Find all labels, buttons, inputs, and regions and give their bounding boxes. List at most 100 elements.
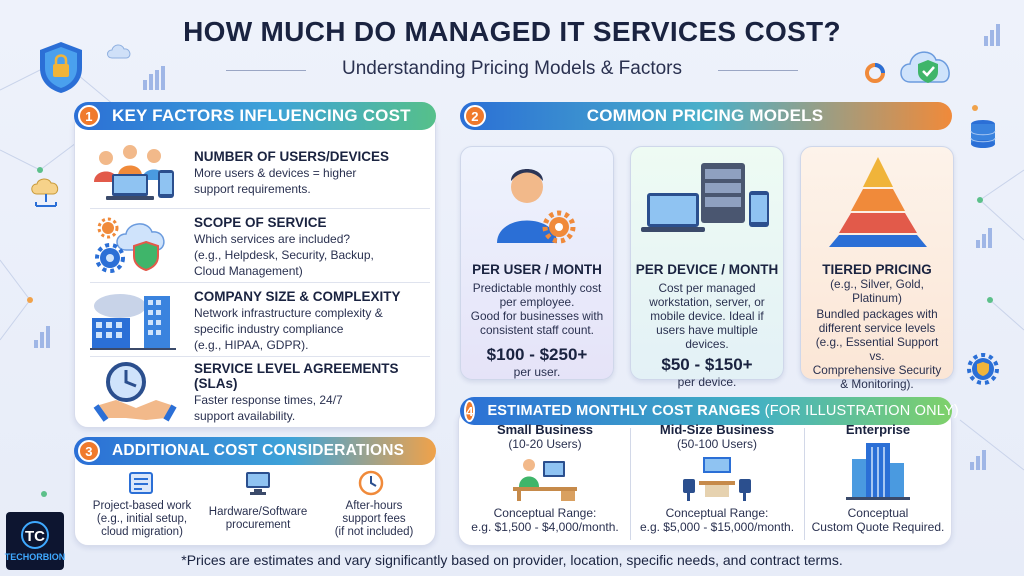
cost-ranges-banner: 4 ESTIMATED MONTHLY COST RANGES (FOR ILL… — [460, 397, 959, 425]
item-line: (if not included) — [334, 526, 414, 538]
project-checklist-icon — [129, 472, 153, 494]
divider — [90, 208, 430, 209]
factor-desc: Cloud Management) — [194, 263, 303, 278]
pyramid-tiers-icon — [829, 157, 927, 247]
card-desc: (e.g., Essential Support vs. — [815, 335, 939, 363]
section-title: KEY FACTORS INFLUENCING COST — [112, 106, 411, 125]
enterprise-skyscraper-icon — [846, 443, 910, 500]
card-desc: Cost per managed — [658, 281, 756, 295]
divider — [90, 282, 430, 283]
subtitle-rule-left — [226, 70, 306, 71]
range-label: Conceptual — [847, 506, 909, 520]
factor-desc: support requirements. — [194, 181, 311, 196]
card-desc: (e.g., Silver, Gold, Platinum) — [830, 277, 924, 305]
users-devices-icon — [94, 145, 174, 200]
card-price: $50 - $150+ — [661, 355, 753, 374]
card-desc: Good for businesses with — [470, 309, 604, 323]
item-line: procurement — [225, 519, 291, 531]
factor-desc: Which services are included? — [194, 231, 351, 246]
svg-text:TC: TC — [25, 528, 45, 545]
shield-lock-icon — [40, 42, 82, 93]
section-title: ADDITIONAL COST CONSIDERATIONS — [112, 442, 405, 459]
card-desc: Bundled packages with — [816, 307, 938, 321]
card-heading: PER DEVICE / MONTH — [635, 262, 779, 277]
range-label: Conceptual Range: — [665, 506, 769, 520]
card-desc: Predictable monthly cost — [472, 281, 602, 295]
factor-desc: specific industry compliance — [194, 321, 344, 336]
cloud-network-icon — [31, 178, 59, 207]
range-label: Conceptual Range: — [493, 506, 597, 520]
factor-desc: (e.g., Helpdesk, Security, Backup, — [194, 247, 374, 262]
factor-desc: Network infrastructure complexity & — [194, 305, 383, 320]
card-desc: workstation, server, or — [649, 295, 765, 309]
factor-row-company: COMPANY SIZE & COMPLEXITY Network infras… — [86, 284, 432, 356]
range-small-business: Small Business (10-20 Users) Conceptual … — [462, 422, 628, 544]
factor-heading: SERVICE LEVEL AGREEMENTS (SLAs) — [194, 361, 399, 391]
range-subtitle: (50-100 Users) — [676, 437, 758, 451]
factor-heading: COMPANY SIZE & COMPLEXITY — [194, 288, 401, 304]
section-title-note: (FOR ILLUSTRATION ONLY) — [760, 403, 959, 419]
additional-item-after-hours: After-hours support fees (if not include… — [318, 500, 430, 539]
range-title: Mid-Size Business — [659, 422, 775, 437]
section-title: COMMON PRICING MODELS — [586, 106, 824, 125]
cloud-icon — [107, 44, 131, 59]
card-desc: users have multiple — [656, 323, 758, 337]
after-hours-clock-icon — [358, 470, 384, 496]
card-desc: per employee. — [499, 295, 575, 309]
logo-mark: TC — [21, 521, 49, 549]
card-price-unit: per user. — [513, 365, 561, 379]
mid-office-meeting-icon — [683, 457, 751, 501]
clock-handshake-icon — [93, 362, 177, 422]
range-value: Custom Quote Required. — [811, 520, 945, 534]
section-number: 3 — [78, 440, 100, 462]
item-line: Project-based work — [92, 500, 192, 512]
range-title: Enterprise — [845, 422, 911, 437]
divider — [90, 356, 430, 357]
scope-gear-cloud-icon — [95, 217, 165, 273]
section-number: 2 — [464, 105, 486, 127]
donut-chart-icon — [865, 63, 885, 83]
range-subtitle: (10-20 Users) — [508, 437, 582, 451]
additional-item-hardware: Hardware/Software procurement — [202, 506, 314, 532]
pricing-models-banner: 2 COMMON PRICING MODELS — [460, 102, 952, 130]
card-desc: consistent staff count. — [480, 323, 594, 337]
factor-desc: More users & devices = higher — [194, 165, 357, 180]
gear-shield-icon — [967, 353, 999, 385]
item-line: After-hours — [345, 500, 403, 512]
item-line: support fees — [342, 513, 406, 525]
section-title: ESTIMATED MONTHLY COST RANGES — [487, 403, 761, 419]
factor-desc: (e.g., HIPAA, GDPR). — [194, 337, 309, 352]
range-title: Small Business — [496, 422, 594, 437]
card-heading: TIERED PRICING — [822, 262, 932, 277]
additional-item-project: Project-based work (e.g., initial setup,… — [84, 500, 200, 539]
factor-heading: NUMBER OF USERS/DEVICES — [194, 148, 390, 164]
card-heading: PER USER / MONTH — [472, 262, 602, 277]
subtitle-rule-right — [718, 70, 798, 71]
card-price-unit: per device. — [677, 375, 737, 389]
range-value: e.g. $5,000 - $15,000/month. — [639, 520, 795, 534]
user-gear-icon — [497, 169, 576, 244]
key-factors-banner: 1 KEY FACTORS INFLUENCING COST — [74, 102, 436, 130]
company-logo: TC TECHORBION — [5, 512, 65, 570]
card-desc: different service levels — [818, 321, 936, 335]
cloud-security-icon — [900, 51, 950, 83]
range-value: e.g. $1,500 - $4,000/month. — [471, 520, 619, 534]
factor-row-sla: SERVICE LEVEL AGREEMENTS (SLAs) Faster r… — [86, 356, 432, 428]
section-number: 1 — [78, 105, 100, 127]
factor-row-users: NUMBER OF USERS/DEVICES More users & dev… — [86, 136, 432, 208]
pricing-card-per-device: PER DEVICE / MONTH Cost per managed work… — [630, 146, 784, 389]
pricing-card-tiered: TIERED PRICING (e.g., Silver, Gold, Plat… — [800, 146, 954, 414]
additional-costs-banner: 3 ADDITIONAL COST CONSIDERATIONS — [74, 437, 436, 465]
small-office-desk-icon — [513, 459, 577, 501]
factor-desc: support availability. — [194, 409, 296, 423]
page-title: HOW MUCH DO MANAGED IT SERVICES COST? — [183, 16, 841, 47]
item-line: Hardware/Software — [208, 506, 308, 518]
database-icon — [970, 120, 996, 148]
page-subtitle: Understanding Pricing Models & Factors — [341, 58, 683, 79]
divider — [630, 428, 631, 540]
card-desc: & Monitoring). — [840, 377, 914, 391]
factor-row-scope: SCOPE OF SERVICE Which services are incl… — [86, 210, 432, 282]
card-desc: Comprehensive Security — [812, 363, 942, 377]
card-desc: mobile device. Ideal if — [650, 309, 764, 323]
item-line: cloud migration) — [101, 526, 183, 538]
